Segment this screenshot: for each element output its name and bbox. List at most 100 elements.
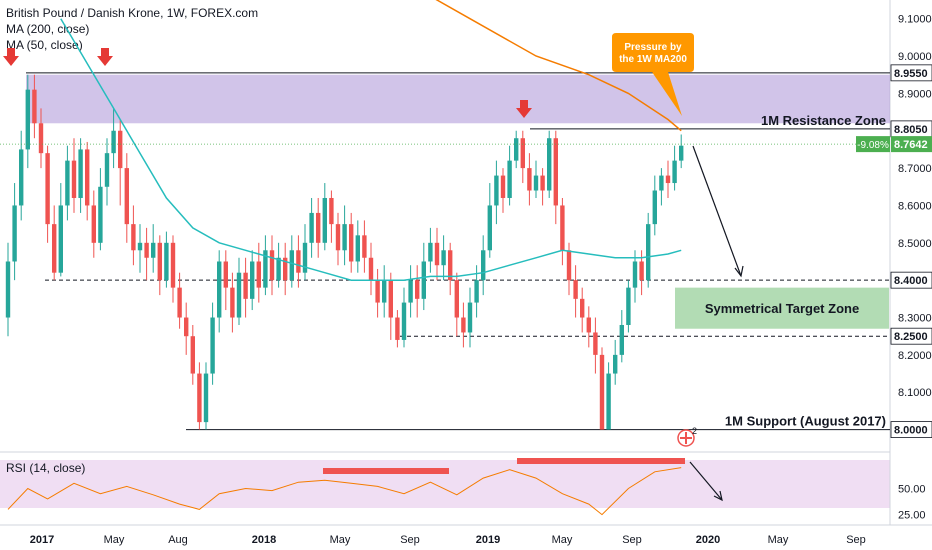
target-zone-label: Symmetrical Target Zone	[705, 301, 859, 316]
price-level-value: 8.9550	[894, 68, 928, 80]
price-change-value: -9.08%	[857, 140, 889, 151]
candle	[335, 224, 341, 251]
candle	[210, 317, 215, 374]
candle	[316, 212, 321, 243]
candle	[203, 373, 209, 423]
price-level-value: 8.8050	[894, 124, 928, 136]
ma50-line	[60, 18, 682, 281]
y-tick-label: 8.2000	[898, 350, 932, 362]
event-flag-icon: 2	[677, 426, 697, 447]
candle	[58, 205, 63, 273]
last-price-value: 8.7642	[894, 139, 928, 151]
y-tick-label: 8.6000	[898, 200, 932, 212]
price-level-badge	[890, 271, 932, 289]
candle	[659, 175, 664, 191]
projection-arrow	[689, 145, 744, 502]
candle	[613, 354, 618, 374]
callout-text: Pressure by the 1W MA200	[619, 42, 687, 65]
svg-text:2: 2	[692, 426, 697, 436]
last-price-badge	[891, 136, 932, 153]
candle	[177, 287, 182, 318]
candle	[104, 153, 110, 187]
y-tick-label: 8.7000	[898, 163, 932, 175]
candle	[547, 138, 552, 191]
rsi-tick-label: 25.00	[898, 510, 926, 522]
candle	[289, 250, 294, 281]
candle	[98, 186, 103, 243]
rsi-tick-label: 50.00	[898, 484, 926, 496]
candle	[111, 130, 116, 154]
candle	[527, 168, 532, 191]
price-level-label: 1M Support (August 2017)	[725, 414, 886, 429]
candle	[679, 145, 684, 161]
candle	[448, 250, 453, 281]
x-tick-label: 2017	[30, 534, 54, 546]
candle	[626, 287, 631, 325]
candle	[454, 280, 459, 318]
candle	[124, 168, 129, 225]
candle	[32, 89, 37, 124]
candle	[269, 250, 275, 281]
price-level-value: 8.4000	[894, 275, 928, 287]
candle	[38, 123, 44, 154]
candle	[25, 89, 30, 150]
price-levels: 1M Resistance Zone 1M Support (August 201…	[26, 72, 890, 431]
candle	[481, 250, 486, 281]
candles	[5, 74, 684, 430]
x-tick-label: May	[330, 534, 351, 546]
candle	[118, 130, 123, 169]
x-axis: 2017 May Aug 2018 May Sep 2019 May Sep 2020 May Sep	[0, 524, 932, 546]
rsi-title: RSI (14, close)	[6, 461, 85, 475]
candle	[474, 280, 479, 303]
candle	[283, 257, 288, 281]
candle	[382, 280, 387, 303]
candle	[520, 138, 525, 169]
candle	[514, 138, 519, 161]
y-tick-label: 8.9000	[898, 88, 932, 100]
candle	[599, 354, 605, 430]
last-price-label: -9.08% 8.7642	[0, 136, 932, 153]
candle	[263, 250, 268, 288]
rsi-line	[7, 467, 682, 516]
candle	[65, 160, 70, 206]
candle	[494, 175, 499, 206]
candle	[91, 205, 96, 243]
candle	[190, 336, 195, 374]
x-tick-label: May	[104, 534, 125, 546]
candle	[428, 242, 433, 262]
candle	[349, 224, 354, 262]
candle	[276, 257, 281, 281]
candle	[223, 261, 228, 288]
candle	[540, 175, 545, 191]
ma50-legend: MA (50, close)	[6, 38, 83, 52]
candle	[236, 272, 242, 318]
y-tick-label: 8.5000	[898, 238, 932, 250]
candle	[19, 149, 24, 206]
price-level-label: 1M Resistance Zone	[761, 113, 886, 128]
candle	[137, 242, 143, 251]
candle	[573, 280, 578, 299]
ma200-line	[435, 0, 682, 132]
candle	[566, 250, 572, 281]
candle	[52, 224, 57, 273]
candle	[619, 324, 624, 355]
candle	[467, 302, 473, 333]
candle	[395, 317, 400, 340]
candle	[131, 224, 136, 251]
candle	[164, 242, 169, 281]
candle	[309, 212, 314, 243]
candle	[487, 205, 492, 251]
candle	[665, 175, 671, 184]
candle	[197, 373, 202, 423]
candle	[342, 224, 347, 251]
candle	[157, 242, 162, 281]
price-level-value: 8.2500	[894, 331, 928, 343]
candle	[533, 175, 539, 191]
candle	[500, 175, 506, 198]
candle	[170, 242, 176, 288]
candle	[593, 332, 598, 355]
candle	[461, 317, 466, 333]
candle	[12, 205, 17, 262]
candle	[322, 197, 327, 243]
